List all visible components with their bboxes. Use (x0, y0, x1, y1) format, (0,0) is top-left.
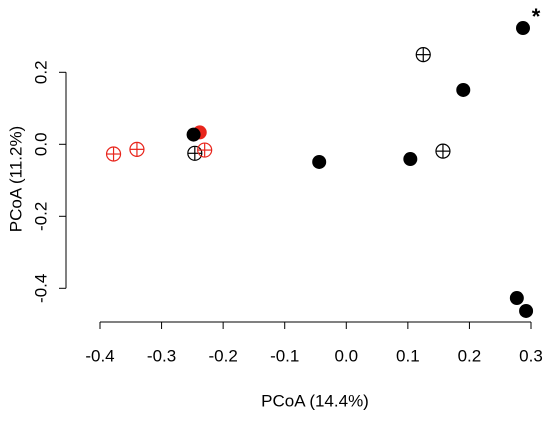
point (197, 142, 213, 158)
point (187, 145, 203, 161)
x-tick-label: 0.3 (519, 346, 543, 365)
point (456, 82, 471, 97)
x-tick-label: 0.0 (334, 346, 358, 365)
x-tick-label: -0.4 (85, 346, 114, 365)
x-tick-label: -0.3 (147, 346, 176, 365)
y-axis-label: PCoA (11.2%) (6, 126, 25, 232)
point (403, 152, 418, 167)
y-tick-label: 0.2 (31, 60, 50, 84)
point (415, 47, 431, 63)
point (312, 154, 327, 169)
point (186, 127, 201, 142)
x-tick-label: 0.1 (396, 346, 420, 365)
x-tick-label: -0.1 (270, 346, 299, 365)
y-tick-label: -0.4 (31, 274, 50, 303)
point (129, 141, 145, 157)
x-tick-label: 0.2 (458, 346, 482, 365)
x-tick-label: -0.2 (208, 346, 237, 365)
point (105, 146, 122, 162)
point (515, 21, 530, 36)
y-tick-label: 0.0 (31, 132, 50, 156)
point (435, 143, 451, 159)
point (519, 303, 534, 318)
y-tick-label: -0.2 (31, 202, 50, 231)
point (509, 291, 524, 306)
x-axis-label: PCoA (14.4%) (261, 391, 369, 410)
annotation: * (532, 4, 541, 29)
